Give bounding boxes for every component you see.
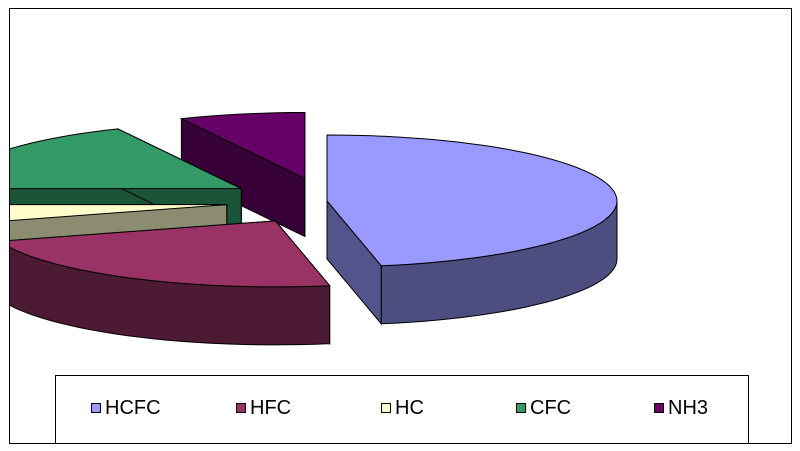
legend-swatch [91, 403, 101, 413]
legend-item-hc: HC [381, 397, 424, 419]
legend-item-hcfc: HCFC [91, 397, 161, 419]
pie-slice-hfc [10, 219, 331, 346]
legend-item-cfc: CFC [516, 397, 571, 419]
legend-swatch [381, 403, 391, 413]
legend-label: CFC [530, 397, 572, 419]
pie-slice-hcfc [326, 134, 618, 326]
legend-swatch [516, 403, 526, 413]
legend-label: HCFC [105, 397, 161, 419]
chart-legend: HCFC HFC HC CFC NH3 [55, 375, 749, 444]
chart-frame: HCFC HFC HC CFC NH3 [9, 8, 792, 444]
pie-slice-nh3 [179, 112, 306, 238]
pie-chart [10, 112, 618, 346]
legend-item-hfc: HFC [236, 397, 291, 419]
legend-label: HC [395, 397, 424, 419]
legend-swatch [236, 403, 246, 413]
legend-label: HFC [250, 397, 292, 419]
legend-item-nh3: NH3 [654, 397, 708, 419]
legend-label: NH3 [668, 397, 709, 419]
legend-swatch [654, 403, 664, 413]
